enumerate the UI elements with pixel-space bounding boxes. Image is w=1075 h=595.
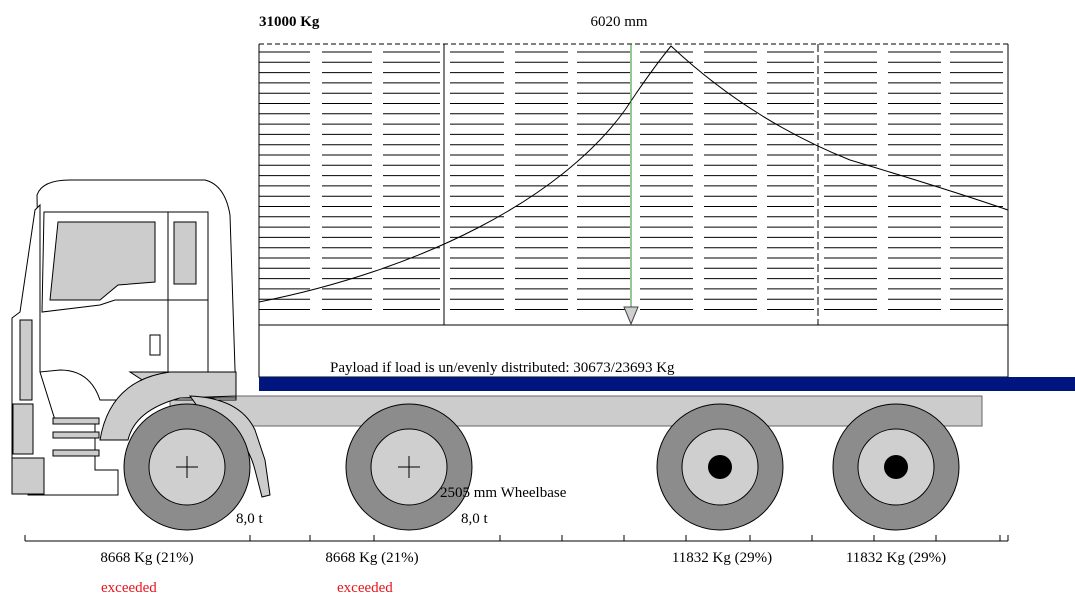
grille-slat xyxy=(52,449,100,457)
crosshair-icon xyxy=(176,456,198,478)
wheel-drive-2 xyxy=(832,403,960,531)
max-weight-label: 31000 Kg xyxy=(259,14,320,30)
solid-dot-icon xyxy=(884,455,908,479)
truck-cab xyxy=(11,179,271,498)
dimension-ruler xyxy=(24,535,1009,542)
cargo-box xyxy=(258,43,1009,378)
load-curve xyxy=(258,45,1009,303)
axle-warning-2: exceeded xyxy=(337,580,393,595)
axle-warning-1: exceeded xyxy=(101,580,157,595)
headlight xyxy=(12,403,34,455)
wheel-front-2 xyxy=(345,403,473,531)
down-triangle-icon xyxy=(623,306,639,326)
crosshair-icon xyxy=(398,456,420,478)
axle-rating-1: 8,0 t xyxy=(236,511,264,527)
bumper xyxy=(11,457,45,495)
axle-load-4: 11832 Kg (29%) xyxy=(846,550,946,566)
ruler-ticks xyxy=(24,535,1009,541)
chassis-frame xyxy=(169,395,983,427)
axle-rating-2: 8,0 t xyxy=(461,511,489,527)
front-fender xyxy=(99,371,237,441)
wheelbase-label: 2505 mm Wheelbase xyxy=(440,485,567,501)
axle-load-3: 11832 Kg (29%) xyxy=(672,550,772,566)
solid-dot-icon xyxy=(708,455,732,479)
windshield xyxy=(49,221,156,301)
wheel-drive-1 xyxy=(656,403,784,531)
axle-load-1: 8668 Kg (21%) xyxy=(100,550,193,566)
door-handle xyxy=(149,334,161,356)
side-window xyxy=(173,221,197,285)
wheel-front-1 xyxy=(123,403,251,531)
load-bar xyxy=(259,377,1075,391)
axle-load-2: 8668 Kg (21%) xyxy=(325,550,418,566)
grille-slat xyxy=(52,417,100,425)
mirror xyxy=(19,319,33,401)
payload-text: Payload if load is un/evenly distributed… xyxy=(330,360,675,376)
grille-slat xyxy=(52,431,100,439)
shelf-lines xyxy=(259,51,1003,310)
body-length-label: 6020 mm xyxy=(590,14,647,30)
